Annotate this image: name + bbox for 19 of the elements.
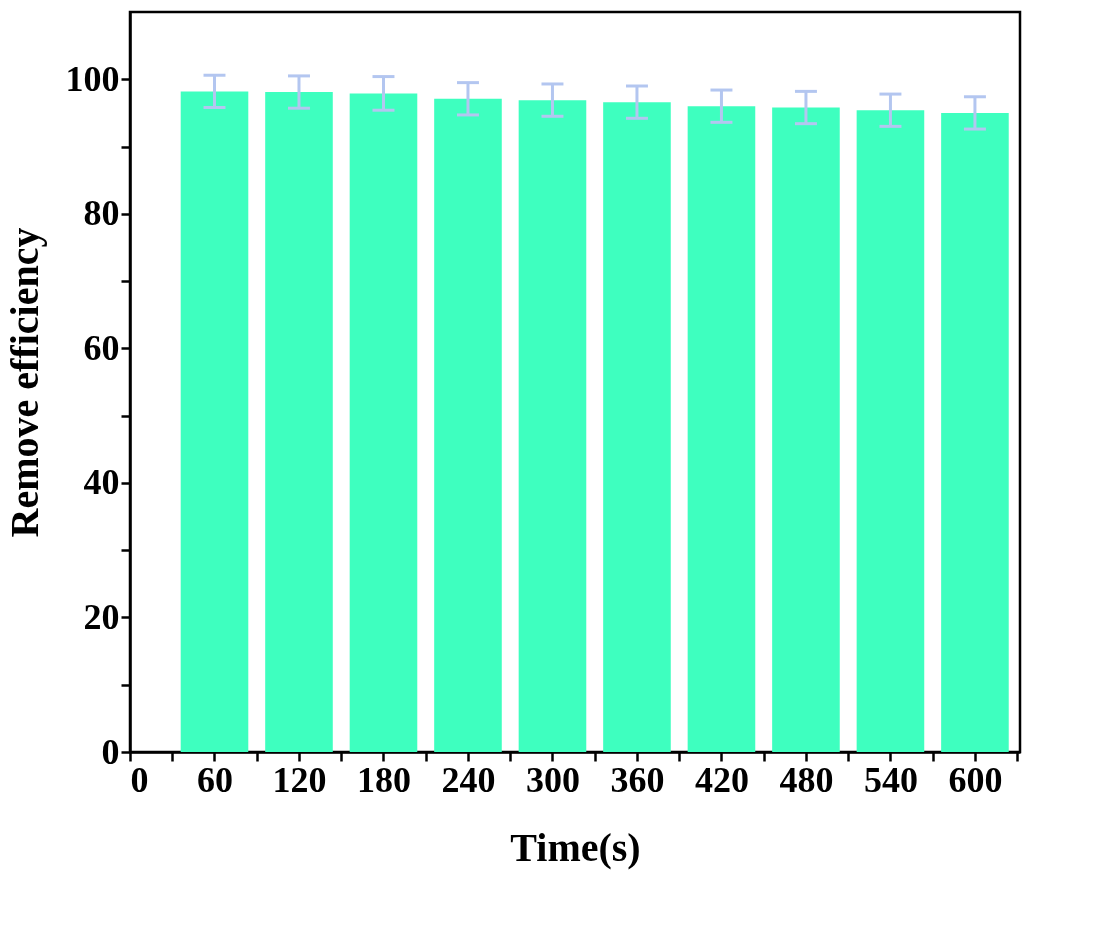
y-tick-label: 80 xyxy=(83,193,120,234)
x-tick-label: 480 xyxy=(779,759,834,800)
x-tick-label: 420 xyxy=(694,759,749,800)
x-tick-label: 180 xyxy=(356,759,411,800)
x-tick-label: 600 xyxy=(948,759,1003,800)
y-axis-title: Remove efficiency xyxy=(1,227,47,538)
y-tick-label: 0 xyxy=(101,731,120,772)
x-tick-label: 360 xyxy=(610,759,665,800)
x-axis-title: Time(s) xyxy=(510,824,641,870)
y-tick-label: 100 xyxy=(65,58,120,99)
x-tick-label: 0 xyxy=(130,759,149,800)
x-tick-label: 300 xyxy=(525,759,580,800)
x-tick-label: 540 xyxy=(863,759,918,800)
x-tick-label: 60 xyxy=(196,759,233,800)
y-tick-label: 40 xyxy=(83,462,120,503)
y-tick-label: 20 xyxy=(83,596,120,637)
y-tick-label: 60 xyxy=(83,327,120,368)
x-tick-label: 240 xyxy=(441,759,496,800)
x-tick-label: 120 xyxy=(272,759,327,800)
